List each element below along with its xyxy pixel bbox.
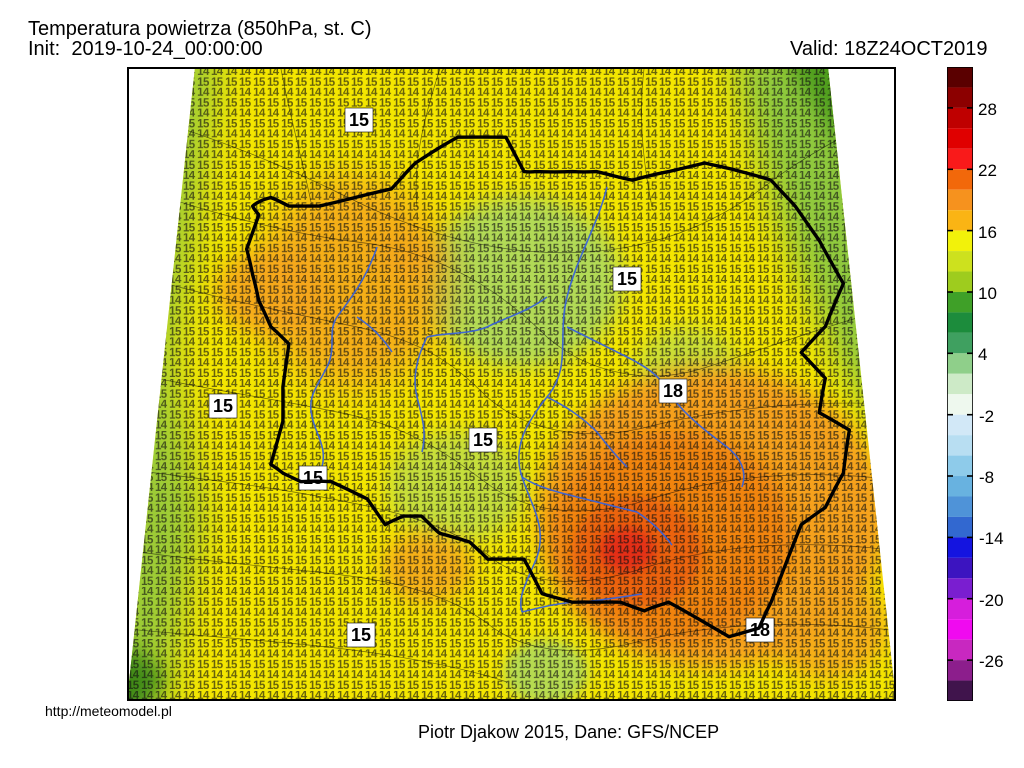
svg-text:15: 15 bbox=[213, 396, 233, 416]
svg-text:15: 15 bbox=[473, 430, 493, 450]
svg-text:15: 15 bbox=[351, 625, 371, 645]
svg-text:18: 18 bbox=[663, 381, 683, 401]
svg-text:15: 15 bbox=[303, 468, 323, 488]
svg-text:15: 15 bbox=[349, 110, 369, 130]
svg-text:15: 15 bbox=[617, 269, 637, 289]
